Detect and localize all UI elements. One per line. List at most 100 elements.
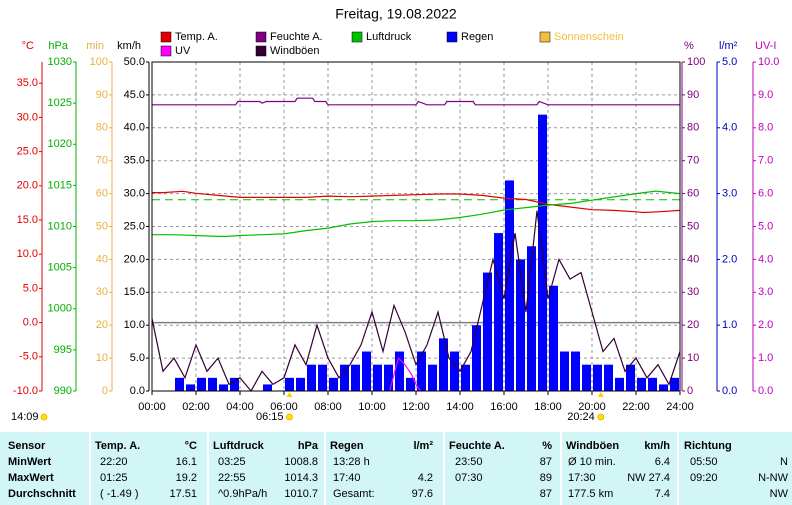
rain-bar <box>604 364 613 391</box>
table-cell: 1010.7 <box>284 488 318 500</box>
table-cell: 87 <box>540 456 552 468</box>
table-header: Regen <box>330 440 364 452</box>
legend-label: Sonnenschein <box>554 31 624 43</box>
rain-bar <box>571 351 580 391</box>
table-cell: ^0.9hPa/h <box>218 488 267 500</box>
axis-unit: UV-I <box>755 40 776 52</box>
table-cell: 89 <box>540 472 552 484</box>
legend-label: UV <box>175 45 191 57</box>
rain-bar <box>593 364 602 391</box>
table-header: % <box>542 440 552 452</box>
legend-label: Luftdruck <box>366 31 412 43</box>
rain-bar <box>417 351 426 391</box>
y-tick-label: 10.0 <box>17 248 38 260</box>
y-tick-label: 3.0 <box>758 286 773 298</box>
y-tick-label: 50 <box>687 220 699 232</box>
x-tick-label: 02:00 <box>182 401 210 413</box>
table-cell: Ø 10 min. <box>568 456 616 468</box>
rain-bar <box>549 285 558 391</box>
y-tick-label: 45.0 <box>124 89 145 101</box>
rain-bar <box>197 377 206 391</box>
y-tick-label: 10 <box>687 352 699 364</box>
table-header: Windböen <box>566 440 619 452</box>
sun-icon <box>40 413 48 421</box>
y-tick-label: 35.0 <box>17 77 38 89</box>
rain-bar <box>186 384 195 391</box>
y-tick-label: 10.0 <box>124 319 145 331</box>
axis-unit: km/h <box>117 40 141 52</box>
table-cell: N-NW <box>758 472 789 484</box>
y-tick-label: 25.0 <box>17 146 38 158</box>
table-header: Luftdruck <box>213 440 265 452</box>
rain-bar <box>406 377 415 391</box>
y-tick-label: 1005 <box>48 262 72 274</box>
rain-bar <box>219 384 228 391</box>
y-tick-label: 1025 <box>48 97 72 109</box>
rain-bar <box>307 364 316 391</box>
sun-event-label: 06:15 <box>256 411 284 423</box>
table-cell: 7.4 <box>655 488 670 500</box>
table-cell: 6.4 <box>655 456 670 468</box>
axis-unit: l/m² <box>719 40 738 52</box>
sun-event-label: 20:24 <box>567 411 595 423</box>
y-tick-label: 5.0 <box>130 352 145 364</box>
rain-bar <box>637 377 646 391</box>
y-tick-label: 15.0 <box>17 214 38 226</box>
rain-bar <box>615 377 624 391</box>
row-label: MinWert <box>8 456 52 468</box>
rain-bar <box>230 377 239 391</box>
legend-swatch <box>160 31 172 43</box>
table-cell: 16.1 <box>176 456 197 468</box>
legend-label: Windböen <box>270 45 320 57</box>
y-tick-label: 1.0 <box>722 319 737 331</box>
table-header: hPa <box>298 440 319 452</box>
x-tick-label: 04:00 <box>226 401 254 413</box>
rain-bar <box>175 377 184 391</box>
y-tick-label: 4.0 <box>722 122 737 134</box>
rain-bar <box>318 364 327 391</box>
table-cell: 97.6 <box>412 488 433 500</box>
rain-bar <box>351 364 360 391</box>
table-cell: 1014.3 <box>284 472 318 484</box>
y-tick-label: 9.0 <box>758 89 773 101</box>
rain-bar <box>373 364 382 391</box>
y-tick-label: 30.0 <box>124 188 145 200</box>
series-line <box>152 190 681 214</box>
y-tick-label: 60 <box>687 188 699 200</box>
y-tick-label: 995 <box>54 344 72 356</box>
table-header: l/m² <box>413 440 433 452</box>
table-cell: NW <box>770 488 789 500</box>
day-length: 14:09 <box>11 411 39 423</box>
y-tick-label: 1.0 <box>758 352 773 364</box>
y-tick-label: 30.0 <box>17 111 38 123</box>
y-tick-label: 990 <box>54 385 72 397</box>
rain-bar <box>395 351 404 391</box>
y-tick-label: 20 <box>687 319 699 331</box>
legend-swatch <box>255 31 267 43</box>
legend-label: Regen <box>461 31 493 43</box>
y-tick-label: 40.0 <box>124 122 145 134</box>
y-tick-label: 20.0 <box>124 253 145 265</box>
y-tick-label: 60 <box>96 188 108 200</box>
y-tick-label: 2.0 <box>758 319 773 331</box>
y-tick-label: 70 <box>687 155 699 167</box>
rain-bar <box>461 364 470 391</box>
table-cell: 22:20 <box>100 456 128 468</box>
legend-swatch <box>446 31 458 43</box>
axis-unit: °C <box>22 40 34 52</box>
rain-bar <box>208 377 217 391</box>
x-tick-label: 16:00 <box>490 401 518 413</box>
table-cell: 1008.8 <box>284 456 318 468</box>
y-tick-label: 0.0 <box>130 385 145 397</box>
table-header: Sensor <box>8 440 46 452</box>
y-tick-label: 0 <box>687 385 693 397</box>
table-cell: 05:50 <box>690 456 718 468</box>
table-cell: Gesamt: <box>333 488 375 500</box>
y-tick-label: 100 <box>687 56 705 68</box>
y-tick-label: 7.0 <box>758 155 773 167</box>
rain-bar <box>329 377 338 391</box>
x-tick-label: 00:00 <box>138 401 166 413</box>
rain-bar <box>626 364 635 391</box>
y-tick-label: 50.0 <box>124 56 145 68</box>
